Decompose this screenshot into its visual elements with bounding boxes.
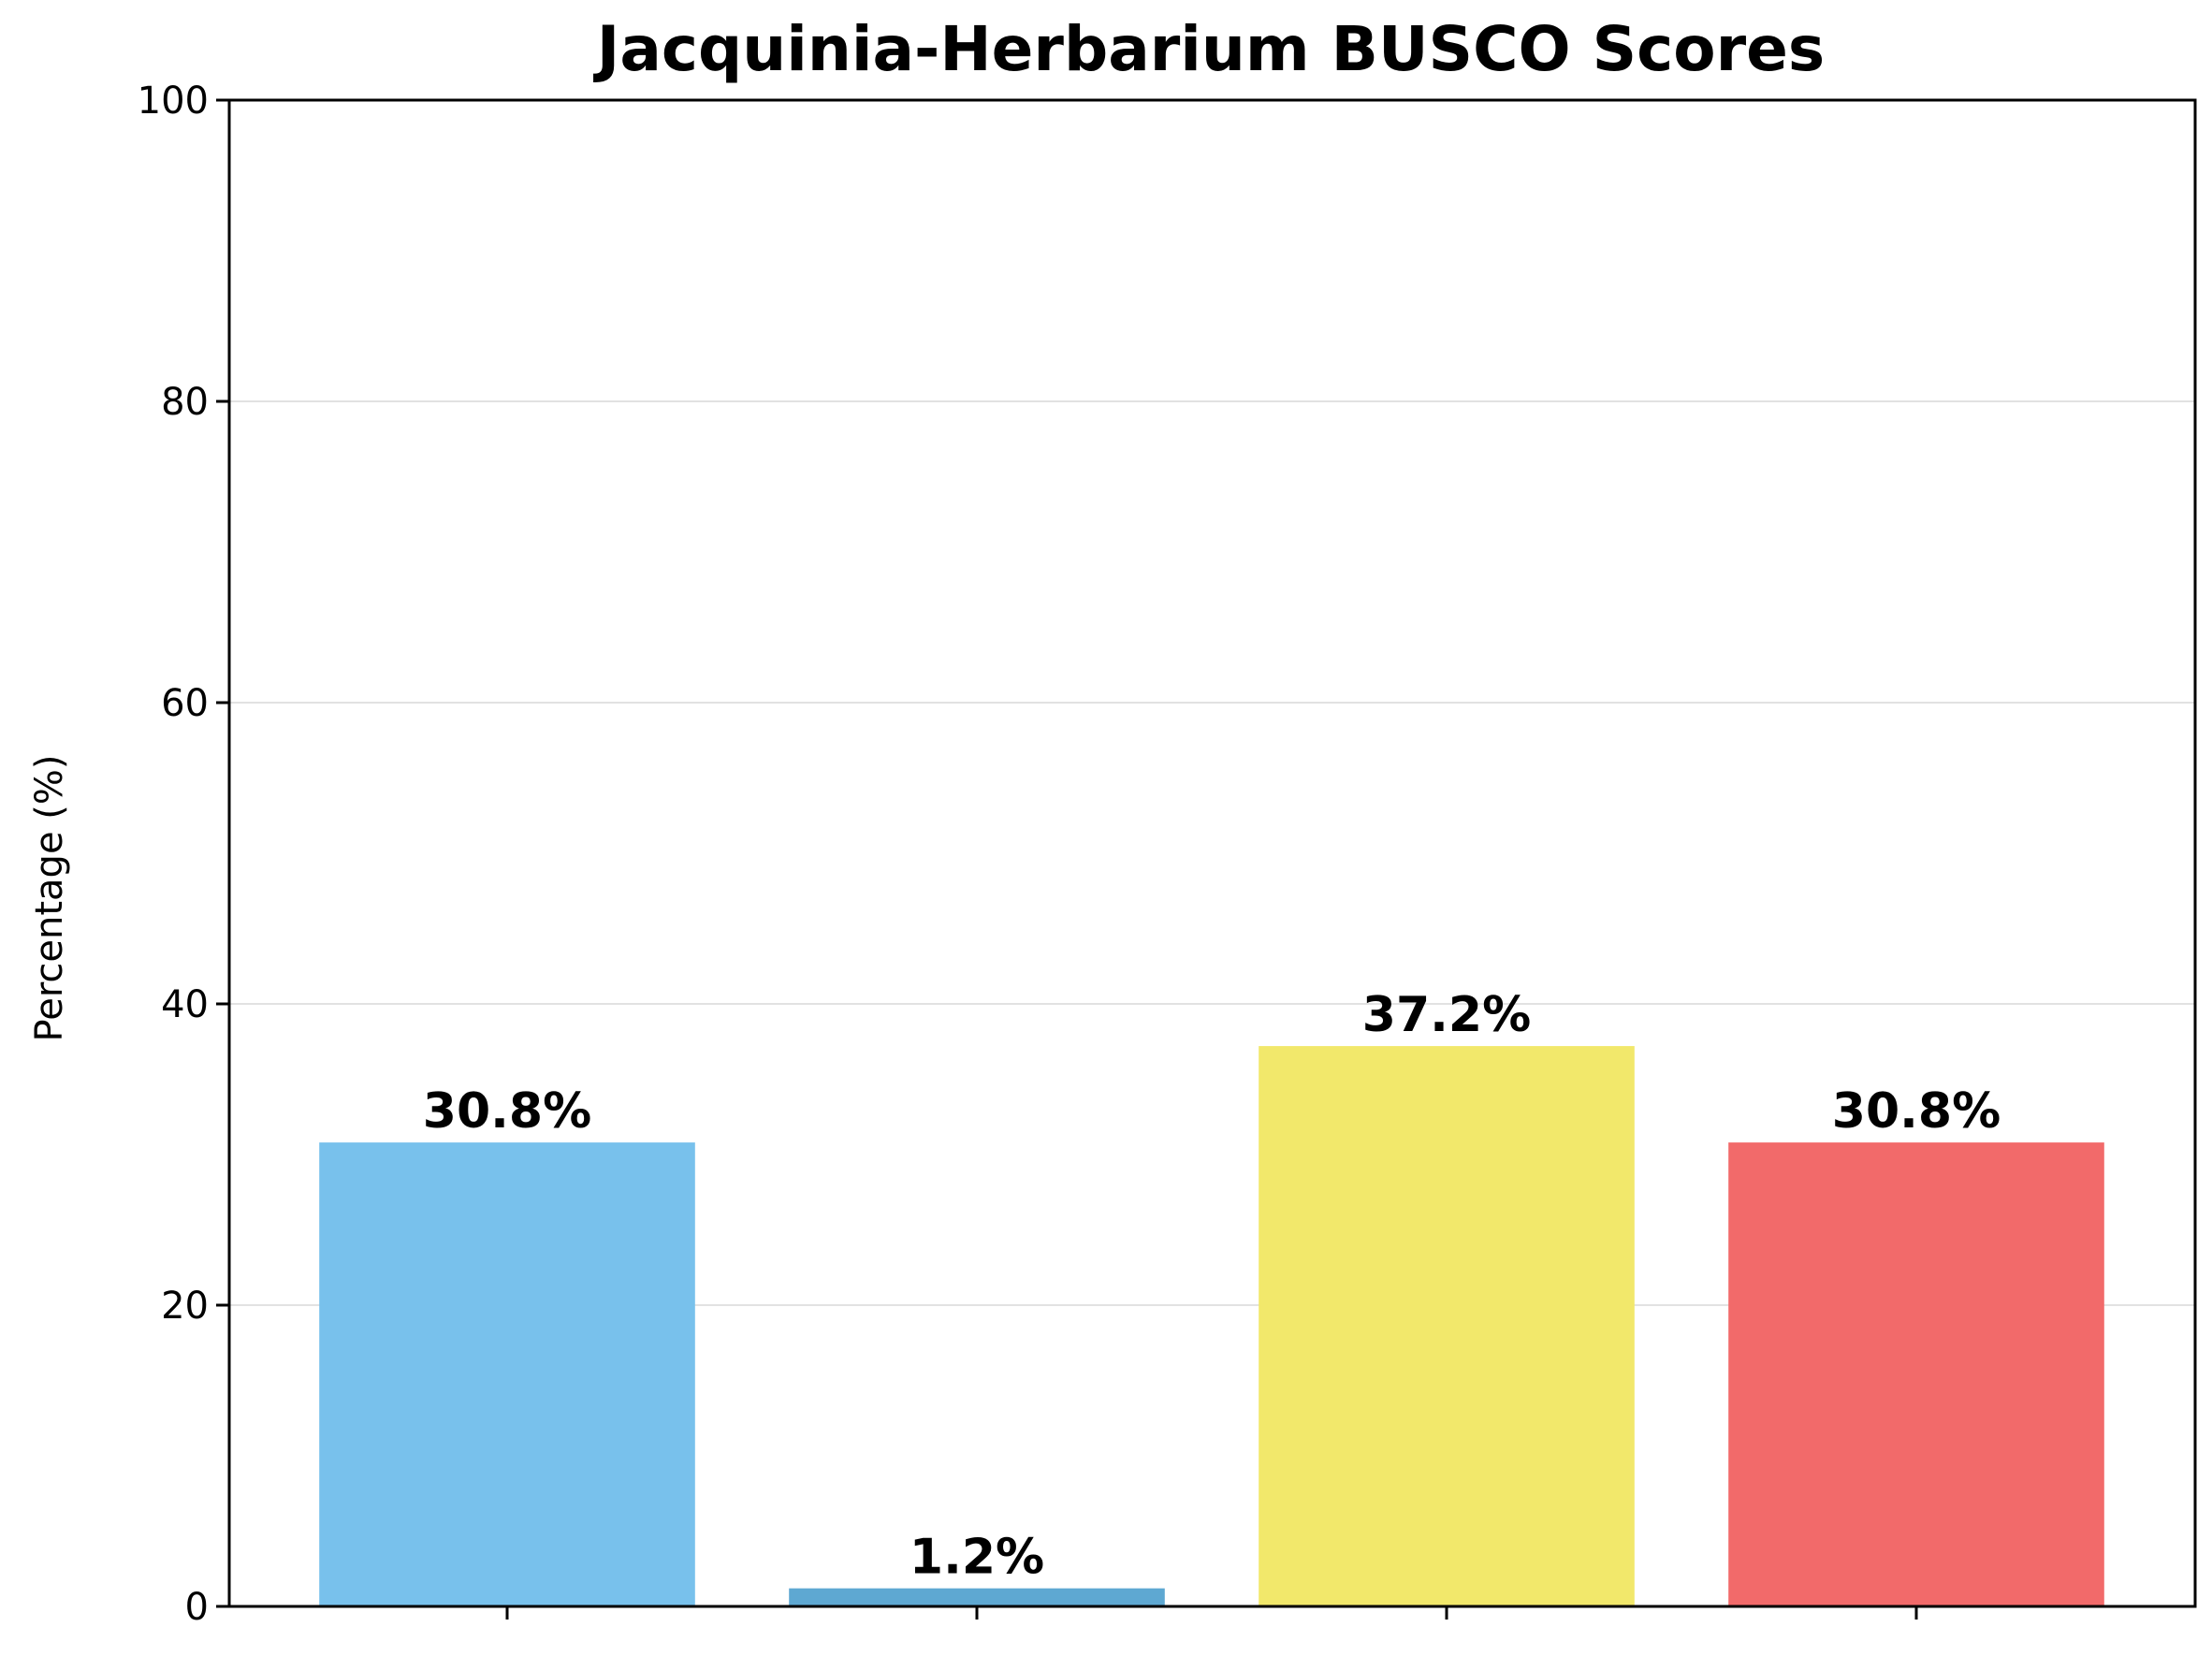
chart-title: Jacquinia-Herbarium BUSCO Scores bbox=[593, 13, 1825, 85]
y-tick-label-4: 80 bbox=[161, 381, 209, 424]
data-label-2: 37.2% bbox=[1362, 987, 1531, 1043]
data-label-1: 1.2% bbox=[910, 1530, 1044, 1586]
bar-0 bbox=[319, 1142, 695, 1606]
plot-frame bbox=[227, 98, 2197, 1608]
data-label-0: 30.8% bbox=[423, 1083, 591, 1140]
y-tick-label-5: 100 bbox=[138, 80, 209, 123]
bar-1 bbox=[789, 1588, 1165, 1606]
bar-2 bbox=[1259, 1046, 1635, 1606]
bars bbox=[319, 1046, 2104, 1606]
y-axis-label: Percentage (%) bbox=[28, 755, 71, 1042]
y-axis-ticks: 0 20 40 60 80 100 bbox=[138, 80, 229, 1629]
data-labels: 30.8% 1.2% 37.2% 30.8% bbox=[423, 987, 2001, 1586]
x-axis-ticks bbox=[505, 1606, 1918, 1620]
y-tick-label-0: 0 bbox=[185, 1586, 209, 1629]
y-tick-label-2: 40 bbox=[161, 983, 209, 1026]
y-tick-label-3: 60 bbox=[161, 682, 209, 725]
data-label-3: 30.8% bbox=[1832, 1083, 2001, 1140]
y-tick-label-1: 20 bbox=[161, 1285, 209, 1328]
bar-3 bbox=[1728, 1142, 2104, 1606]
